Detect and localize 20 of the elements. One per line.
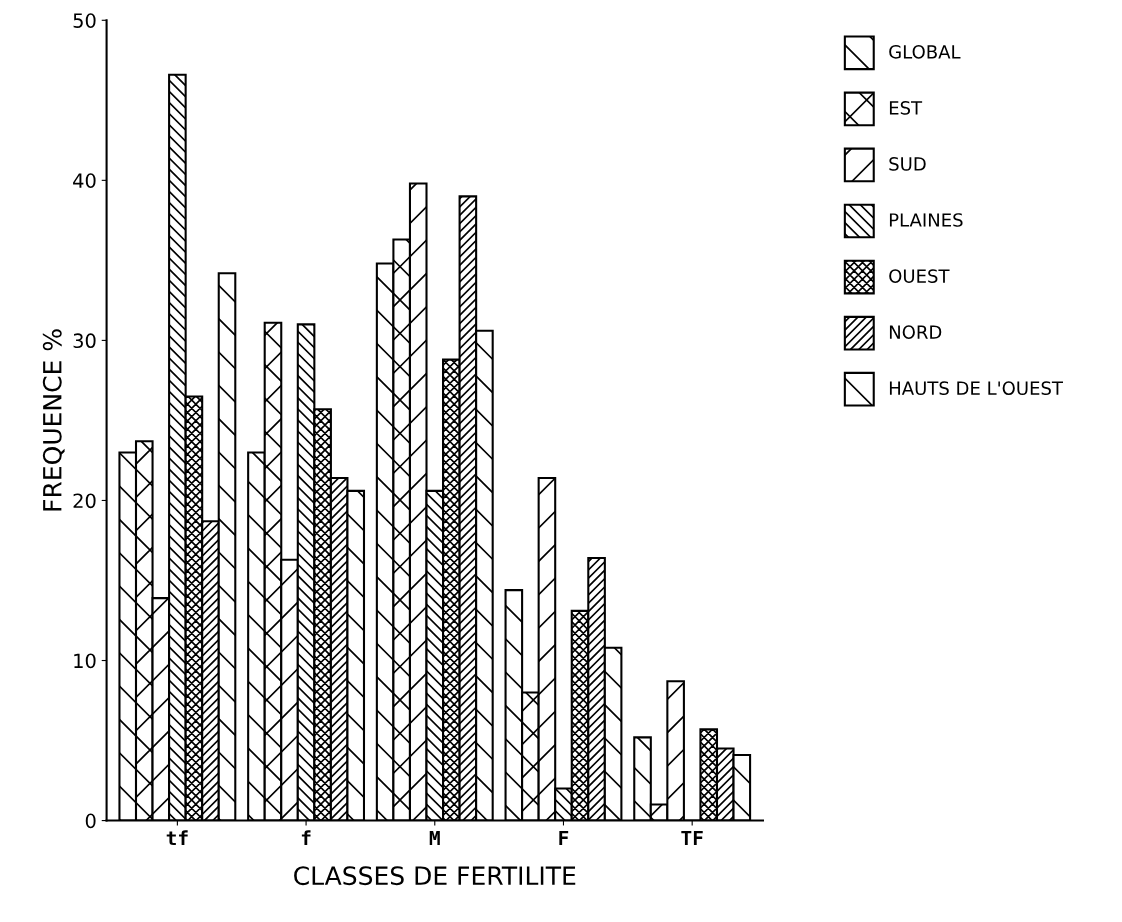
legend-label: HAUTS DE L'OUEST	[889, 381, 1064, 396]
x-tick-label: M	[429, 830, 440, 846]
y-tick-label: 20	[73, 493, 96, 509]
y-tick-label: 40	[73, 173, 96, 189]
y-axis-title: FREQUENCE %	[42, 329, 65, 511]
x-tick-label: TF	[681, 830, 703, 846]
legend-label: GLOBAL	[889, 44, 961, 59]
x-tick-label: f	[301, 830, 311, 846]
x-tick-label: tf	[166, 830, 188, 846]
legend-label: EST	[889, 101, 923, 115]
legend-label: OUEST	[889, 269, 950, 283]
x-tick-label: F	[559, 830, 569, 846]
legend-label: PLAINES	[889, 213, 963, 227]
x-axis-title: CLASSES DE FERTILITE	[294, 866, 576, 886]
y-tick-label: 10	[74, 653, 96, 669]
y-tick-label: 0	[85, 813, 96, 829]
y-tick-label: 30	[73, 333, 96, 349]
legend-label: SUD	[889, 157, 926, 171]
y-tick-label: 50	[73, 13, 96, 28]
legend-label: NORD	[889, 325, 942, 339]
